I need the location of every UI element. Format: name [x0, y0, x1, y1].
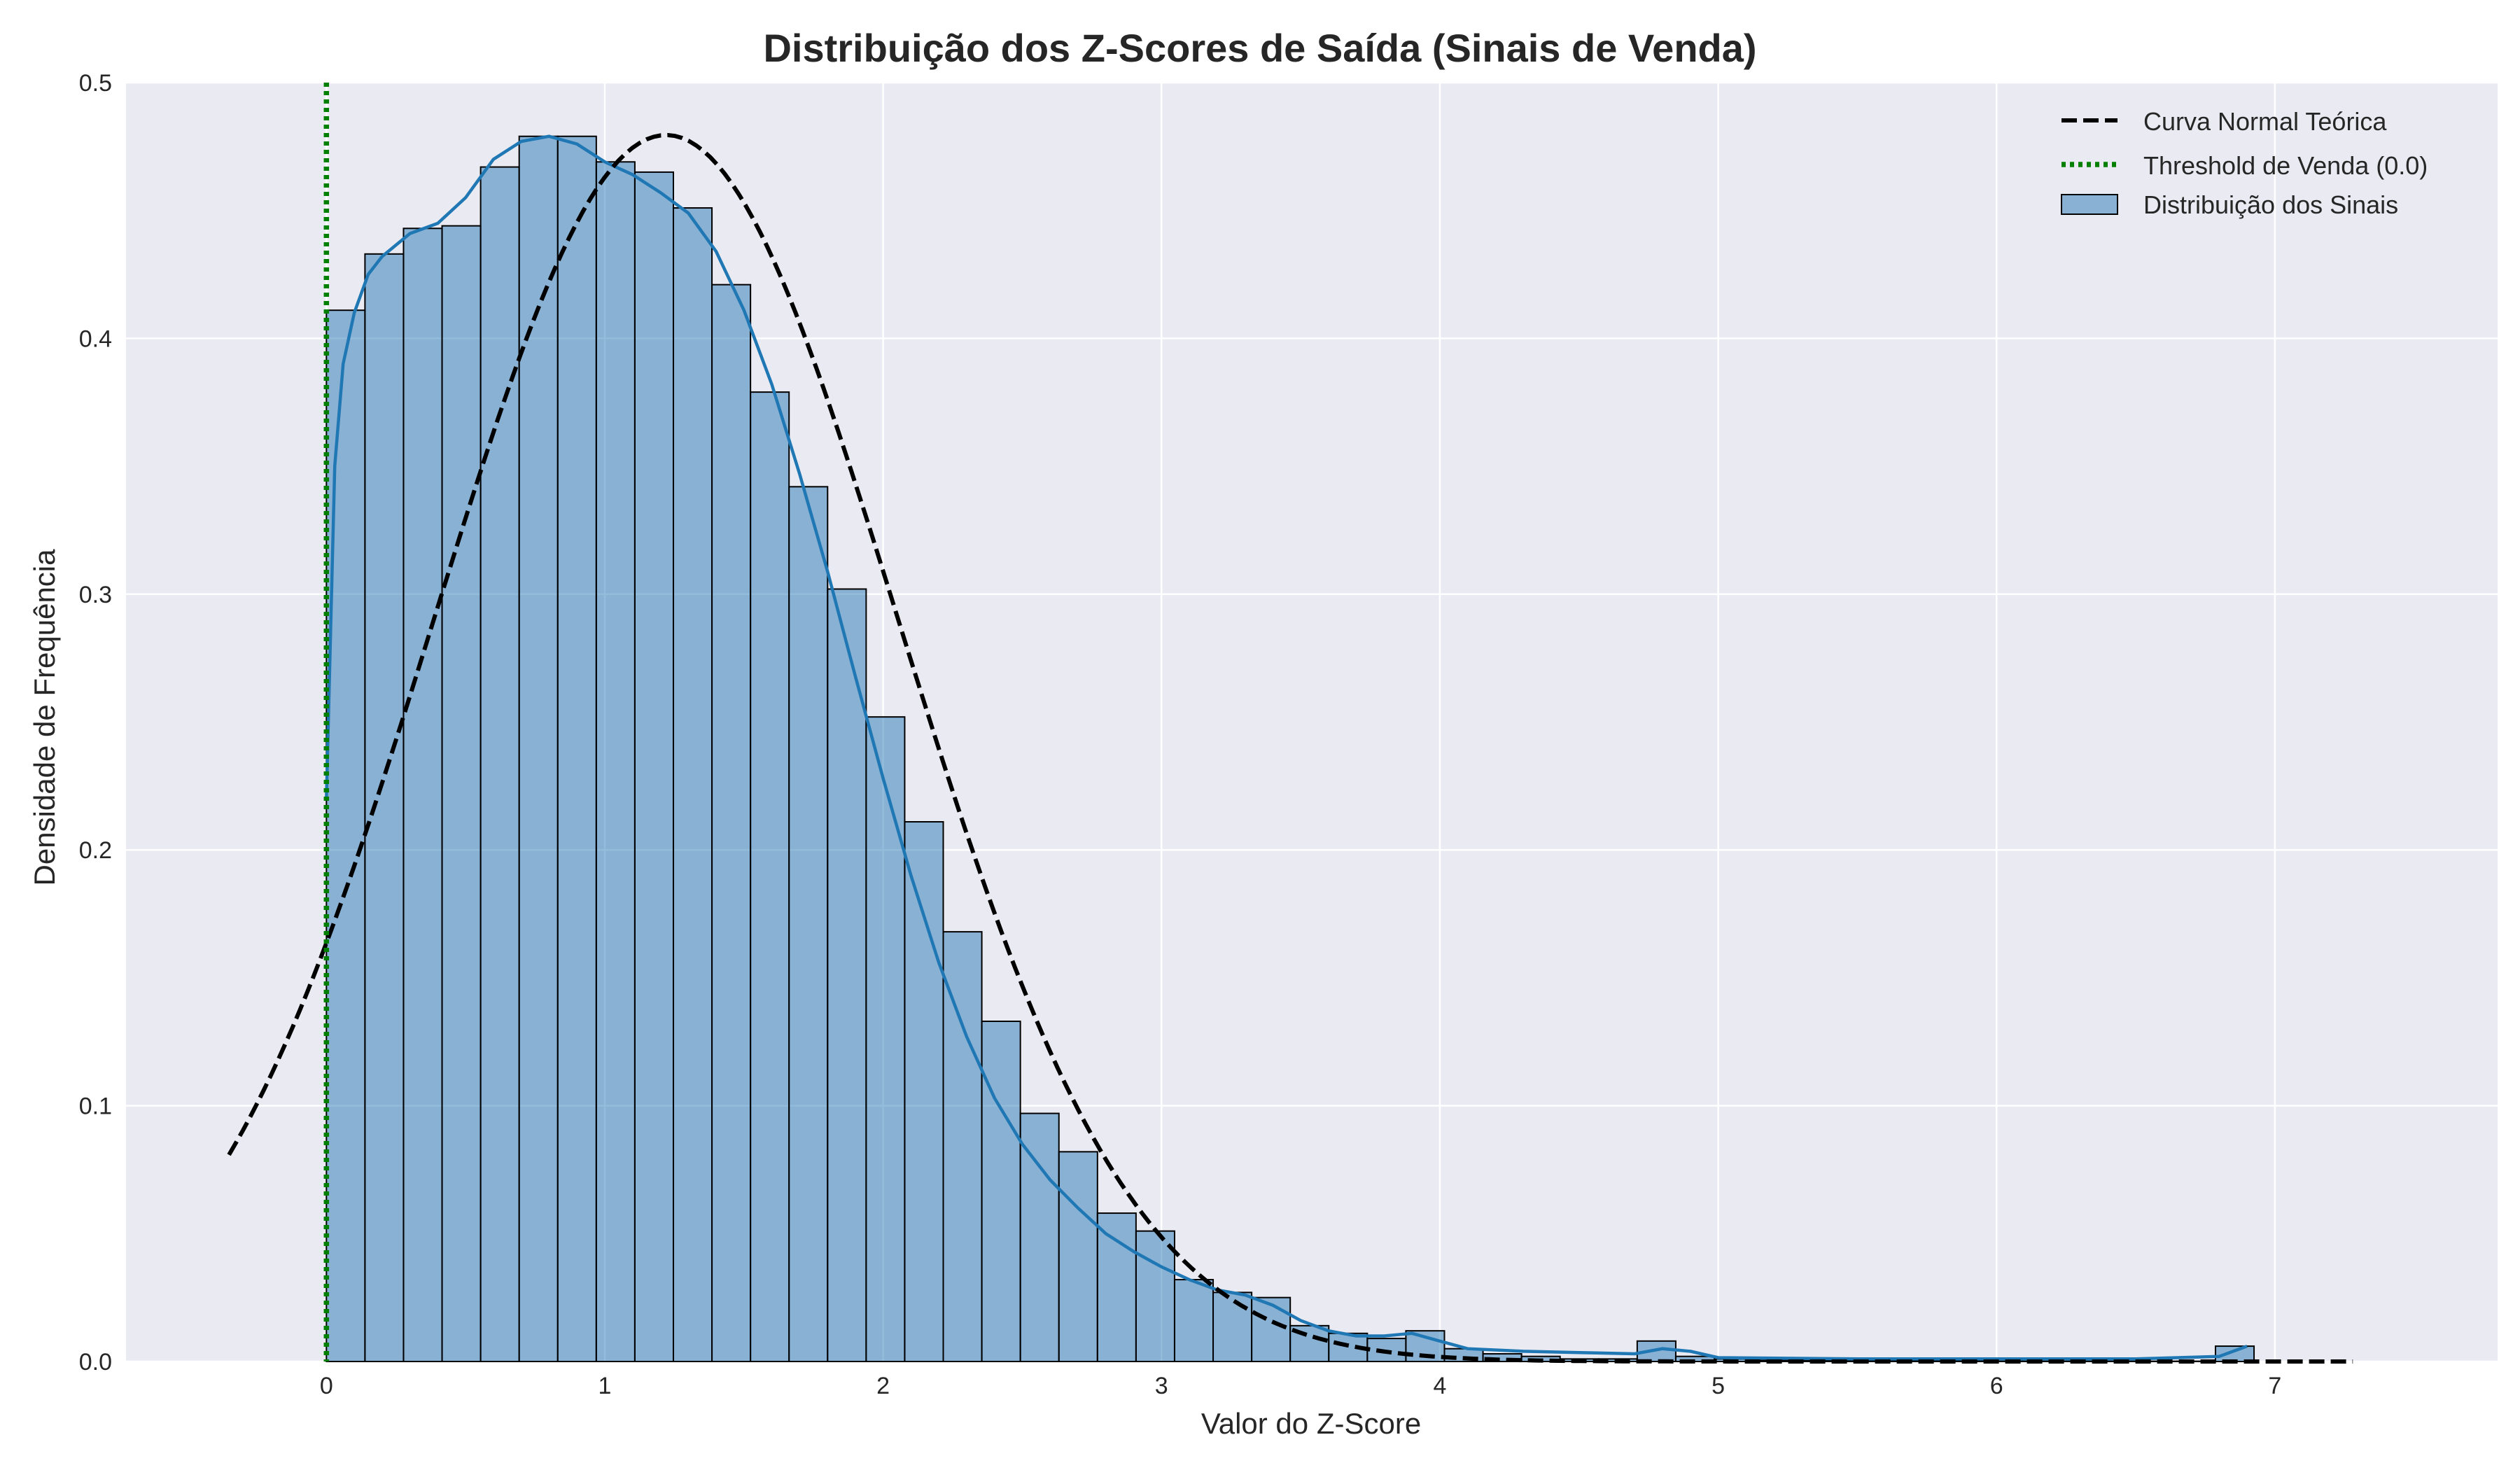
x-axis-label: Valor do Z-Score	[1201, 1407, 1421, 1440]
normal-curve-line	[227, 132, 2353, 1364]
histogram-bar	[865, 716, 906, 1362]
histogram-bar	[827, 588, 867, 1363]
histogram-bar	[326, 309, 366, 1362]
histogram-bar	[1135, 1230, 1175, 1362]
legend-threshold-label: Threshold de Venda (0.0)	[2143, 151, 2428, 180]
histogram-bar	[1173, 1279, 1214, 1363]
histogram-bar	[634, 171, 674, 1362]
y-axis-label: Densidade de Frequência	[28, 549, 61, 886]
y-tick-label: 0.5	[79, 70, 112, 97]
histogram-bar	[518, 135, 559, 1362]
x-tick-label: 1	[598, 1373, 612, 1399]
x-tick-label: 4	[1433, 1373, 1446, 1399]
histogram-bar	[788, 486, 829, 1362]
x-tick-label: 2	[876, 1373, 890, 1399]
x-axis-ticks: 0 1 2 3 4 5 6 7	[320, 1373, 2281, 1399]
histogram-bar	[1251, 1296, 1292, 1363]
y-axis-ticks: 0.0 0.1 0.2 0.3 0.4 0.5	[79, 70, 112, 1376]
histogram-bar	[672, 207, 713, 1362]
x-tick-label: 6	[1990, 1373, 2003, 1399]
histogram-bar	[441, 225, 482, 1362]
kde-line	[325, 134, 2248, 1361]
y-tick-label: 0.0	[79, 1349, 112, 1376]
histogram-bar	[364, 253, 405, 1362]
histogram-bar	[750, 391, 790, 1362]
histogram-bar	[556, 135, 597, 1362]
histogram-bar	[942, 931, 983, 1363]
x-tick-label: 0	[320, 1373, 333, 1399]
histogram-bar	[479, 166, 520, 1362]
histogram-bar	[2214, 1345, 2255, 1363]
y-tick-label: 0.3	[79, 582, 112, 608]
histogram-bar	[981, 1021, 1021, 1362]
y-tick-label: 0.2	[79, 837, 112, 864]
y-tick-label: 0.4	[79, 326, 112, 352]
legend: Curva Normal Teórica Threshold de Venda …	[2061, 107, 2428, 219]
legend-histogram-swatch	[2061, 194, 2118, 215]
histogram-bars	[326, 135, 2255, 1363]
x-tick-label: 7	[2268, 1373, 2281, 1399]
histogram-bar	[402, 227, 443, 1363]
histogram-bar	[1212, 1292, 1253, 1363]
histogram-bar	[711, 284, 752, 1362]
histogram-bar	[595, 161, 636, 1362]
legend-histogram-label: Distribuição dos Sinais	[2143, 190, 2398, 219]
chart-title: Distribuição dos Z-Scores de Saída (Sina…	[763, 26, 1756, 70]
y-tick-label: 0.1	[79, 1093, 112, 1120]
x-tick-label: 3	[1155, 1373, 1168, 1399]
histogram-bar	[1096, 1212, 1137, 1362]
x-tick-label: 5	[1712, 1373, 1725, 1399]
histogram-bar	[904, 821, 944, 1362]
histogram-bar	[1019, 1112, 1060, 1362]
legend-normal-label: Curva Normal Teórica	[2143, 107, 2387, 136]
histogram-bar	[1058, 1151, 1098, 1362]
